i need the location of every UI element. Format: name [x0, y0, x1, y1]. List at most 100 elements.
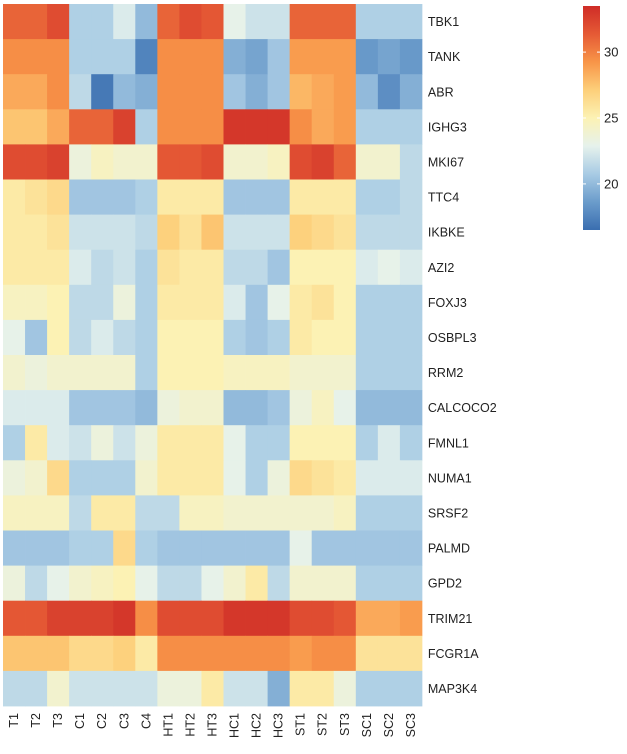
- heatmap-cell-TANK-HT3: [201, 39, 224, 75]
- column-label: ST3: [338, 713, 352, 736]
- heatmap-cell-OSBPL3-T2: [25, 319, 48, 356]
- heatmap-cell-GPD2-HC2: [245, 565, 268, 602]
- heatmap-cell-OSBPL3-SC1: [355, 319, 379, 356]
- heatmap-cell-MAP3K4-SC2: [377, 670, 401, 707]
- column-label: ST1: [294, 713, 308, 736]
- heatmap-cell-FCGR1A-SC2: [377, 635, 401, 672]
- heatmap-cell-MAP3K4-SC3: [399, 670, 423, 707]
- column-label: HC2: [250, 713, 264, 738]
- heatmap-cell-OSBPL3-HC3: [267, 319, 291, 356]
- heatmap-cell-GPD2-SC3: [399, 565, 423, 602]
- heatmap-cell-NUMA1-HT3: [201, 460, 224, 496]
- heatmap-cell-TBK1-C2: [91, 4, 114, 40]
- heatmap-cell-IGHG3-HC2: [245, 109, 268, 145]
- heatmap-cell-TTC4-HT3: [201, 179, 224, 215]
- heatmap-cell-AZI2-C4: [135, 249, 158, 286]
- heatmap-cell-OSBPL3-T1: [3, 319, 26, 356]
- heatmap-cell-MAP3K4-SC1: [355, 670, 379, 707]
- heatmap-cell-TBK1-HT1: [157, 4, 180, 40]
- heatmap-cell-FMNL1-C3: [113, 425, 136, 461]
- row-label: IKBKE: [428, 226, 465, 240]
- heatmap-cell-TANK-C1: [69, 39, 92, 75]
- heatmap-cell-GPD2-C2: [91, 565, 114, 602]
- heatmap-cell-CALCOCO2-C3: [113, 390, 136, 426]
- heatmap-cell-TRIM21-T1: [3, 600, 26, 637]
- heatmap-cells: [3, 4, 423, 707]
- heatmap-cell-PALMD-C1: [69, 530, 92, 566]
- heatmap-cell-IKBKE-C3: [113, 214, 136, 251]
- heatmap-cell-PALMD-ST3: [333, 530, 357, 566]
- heatmap-cell-FCGR1A-SC3: [399, 635, 423, 672]
- heatmap-cell-ABR-SC3: [399, 74, 423, 110]
- heatmap-cell-PALMD-T3: [47, 530, 70, 566]
- heatmap-cell-NUMA1-SC1: [355, 460, 379, 496]
- heatmap-cell-PALMD-HT1: [157, 530, 180, 566]
- heatmap-cell-AZI2-ST1: [289, 249, 313, 286]
- heatmap-cell-RRM2-ST2: [311, 355, 335, 391]
- colorbar-tick-label: 30: [604, 45, 618, 60]
- heatmap-cell-SRSF2-SC2: [377, 495, 401, 531]
- heatmap-cell-PALMD-HT2: [179, 530, 202, 566]
- heatmap-cell-FCGR1A-T1: [3, 635, 26, 672]
- heatmap-cell-GPD2-HT3: [201, 565, 224, 602]
- heatmap-cell-MKI67-ST3: [333, 144, 357, 180]
- heatmap-cell-TTC4-HT1: [157, 179, 180, 215]
- column-label: HT2: [183, 713, 197, 737]
- heatmap-cell-GPD2-HC1: [223, 565, 246, 602]
- heatmap-cell-OSBPL3-C3: [113, 319, 136, 356]
- heatmap-cell-FCGR1A-C3: [113, 635, 136, 672]
- heatmap-cell-FOXJ3-HT2: [179, 284, 202, 321]
- heatmap-cell-FCGR1A-HC1: [223, 635, 246, 672]
- row-label: GPD2: [428, 577, 462, 591]
- heatmap-cell-ABR-SC1: [355, 74, 379, 110]
- heatmap-cell-FCGR1A-SC1: [355, 635, 379, 672]
- heatmap-cell-CALCOCO2-SC3: [399, 390, 423, 426]
- heatmap-cell-MAP3K4-HC3: [267, 670, 291, 707]
- heatmap-cell-MKI67-HC2: [245, 144, 268, 180]
- heatmap-cell-FMNL1-HT2: [179, 425, 202, 461]
- heatmap-cell-ABR-T2: [25, 74, 48, 110]
- heatmap-cell-FCGR1A-C4: [135, 635, 158, 672]
- heatmap-cell-FOXJ3-HC2: [245, 284, 268, 321]
- row-label: ABR: [428, 85, 454, 99]
- heatmap-cell-TRIM21-SC2: [377, 600, 401, 637]
- heatmap-cell-PALMD-C4: [135, 530, 158, 566]
- heatmap-cell-PALMD-ST1: [289, 530, 313, 566]
- heatmap-cell-IGHG3-ST1: [289, 109, 313, 145]
- heatmap-cell-AZI2-HT1: [157, 249, 180, 286]
- heatmap-cell-ABR-ST2: [311, 74, 335, 110]
- heatmap-cell-AZI2-C1: [69, 249, 92, 286]
- heatmap-cell-CALCOCO2-HC1: [223, 390, 246, 426]
- row-label: AZI2: [428, 261, 454, 275]
- heatmap-cell-MAP3K4-ST3: [333, 670, 357, 707]
- heatmap-cell-ABR-HC1: [223, 74, 246, 110]
- heatmap-cell-TBK1-C1: [69, 4, 92, 40]
- heatmap-cell-OSBPL3-C2: [91, 319, 114, 356]
- heatmap-cell-ABR-C2: [91, 74, 114, 110]
- heatmap-cell-NUMA1-T2: [25, 460, 48, 496]
- heatmap-cell-SRSF2-C1: [69, 495, 92, 531]
- heatmap-cell-SRSF2-C4: [135, 495, 158, 531]
- heatmap-cell-TBK1-HC2: [245, 4, 268, 40]
- heatmap-cell-GPD2-ST2: [311, 565, 335, 602]
- column-label: C2: [95, 713, 109, 729]
- heatmap-cell-MKI67-HT2: [179, 144, 202, 180]
- heatmap-cell-TBK1-C3: [113, 4, 136, 40]
- heatmap-cell-TRIM21-SC1: [355, 600, 379, 637]
- heatmap-cell-GPD2-SC2: [377, 565, 401, 602]
- heatmap-cell-OSBPL3-HT2: [179, 319, 202, 356]
- heatmap-cell-MKI67-HT1: [157, 144, 180, 180]
- heatmap-cell-MKI67-ST1: [289, 144, 313, 180]
- heatmap-cell-FMNL1-HC2: [245, 425, 268, 461]
- heatmap-cell-TRIM21-HT1: [157, 600, 180, 637]
- heatmap-cell-RRM2-HT1: [157, 355, 180, 391]
- heatmap-cell-MKI67-HC1: [223, 144, 246, 180]
- heatmap-cell-MAP3K4-HC1: [223, 670, 246, 707]
- heatmap-cell-MKI67-C1: [69, 144, 92, 180]
- heatmap-cell-TTC4-C1: [69, 179, 92, 215]
- heatmap-cell-MAP3K4-C4: [135, 670, 158, 707]
- heatmap-cell-FOXJ3-ST2: [311, 284, 335, 321]
- heatmap-cell-MKI67-C2: [91, 144, 114, 180]
- heatmap-cell-NUMA1-T3: [47, 460, 70, 496]
- heatmap-cell-NUMA1-HC2: [245, 460, 268, 496]
